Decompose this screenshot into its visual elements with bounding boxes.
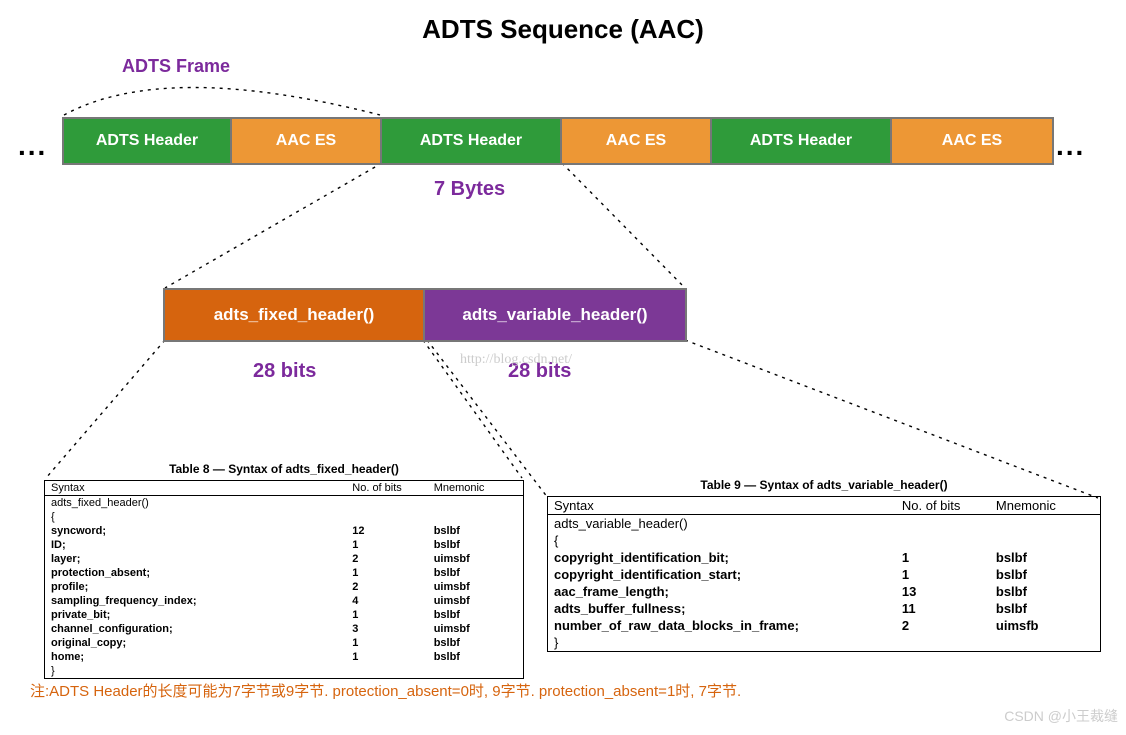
aac-es-box: AAC ES	[562, 119, 712, 163]
bits-label-left: 28 bits	[253, 360, 316, 383]
adts-header-box: ADTS Header	[712, 119, 892, 163]
table-row: syncword;12bslbf	[45, 524, 524, 538]
col-bits: No. of bits	[346, 481, 427, 496]
footnote: 注:ADTS Header的长度可能为7字节或9字节. protection_a…	[30, 680, 741, 701]
table-row: adts_buffer_fullness;11bslbf	[548, 600, 1101, 617]
ellipsis-left: ...	[18, 130, 47, 162]
table-left: Table 8 — Syntax of adts_fixed_header() …	[44, 462, 524, 679]
csdn-watermark: CSDN @小王裁缝	[1004, 706, 1118, 726]
table-right-title: Table 9 — Syntax of adts_variable_header…	[547, 478, 1101, 492]
table-row: private_bit;1bslbf	[45, 608, 524, 622]
table-row: profile;2uimsbf	[45, 580, 524, 594]
table-row: ID;1bslbf	[45, 538, 524, 552]
table-row: }	[45, 664, 347, 679]
table-row: {	[548, 532, 896, 549]
table-row: aac_frame_length;13bslbf	[548, 583, 1101, 600]
table-row: sampling_frequency_index;4uimsbf	[45, 594, 524, 608]
syntax-table-left: Syntax No. of bits Mnemonic adts_fixed_h…	[44, 480, 524, 679]
col-syntax: Syntax	[548, 497, 896, 515]
adts-variable-header-box: adts_variable_header()	[425, 290, 685, 340]
sequence-row: ADTS HeaderAAC ESADTS HeaderAAC ESADTS H…	[62, 117, 1054, 165]
table-row: adts_fixed_header()	[45, 496, 347, 511]
table-left-title: Table 8 — Syntax of adts_fixed_header()	[44, 462, 524, 476]
adts-header-box: ADTS Header	[382, 119, 562, 163]
aac-es-box: AAC ES	[892, 119, 1052, 163]
col-syntax: Syntax	[45, 481, 347, 496]
table-row: layer;2uimsbf	[45, 552, 524, 566]
table-row: }	[548, 634, 896, 652]
adts-frame-label: ADTS Frame	[122, 56, 230, 77]
ellipsis-right: ...	[1056, 130, 1085, 162]
col-mnemonic: Mnemonic	[990, 497, 1101, 515]
table-right: Table 9 — Syntax of adts_variable_header…	[547, 478, 1101, 652]
page-title: ADTS Sequence (AAC)	[0, 14, 1126, 45]
adts-header-box: ADTS Header	[64, 119, 232, 163]
watermark-url: http://blog.csdn.net/	[460, 352, 572, 368]
table-row: original_copy;1bslbf	[45, 636, 524, 650]
bytes-label: 7 Bytes	[434, 178, 505, 201]
adts-fixed-header-box: adts_fixed_header()	[165, 290, 425, 340]
col-mnemonic: Mnemonic	[428, 481, 524, 496]
aac-es-box: AAC ES	[232, 119, 382, 163]
table-row: copyright_identification_bit;1bslbf	[548, 549, 1101, 566]
table-row: protection_absent;1bslbf	[45, 566, 524, 580]
table-row: number_of_raw_data_blocks_in_frame;2uims…	[548, 617, 1101, 634]
col-bits: No. of bits	[896, 497, 990, 515]
table-row: home;1bslbf	[45, 650, 524, 664]
sub-header-row: adts_fixed_header()adts_variable_header(…	[163, 288, 687, 342]
table-row: copyright_identification_start;1bslbf	[548, 566, 1101, 583]
table-row: adts_variable_header()	[548, 515, 896, 533]
table-row: channel_configuration;3uimsbf	[45, 622, 524, 636]
syntax-table-right: Syntax No. of bits Mnemonic adts_variabl…	[547, 496, 1101, 652]
table-row: {	[45, 510, 347, 524]
